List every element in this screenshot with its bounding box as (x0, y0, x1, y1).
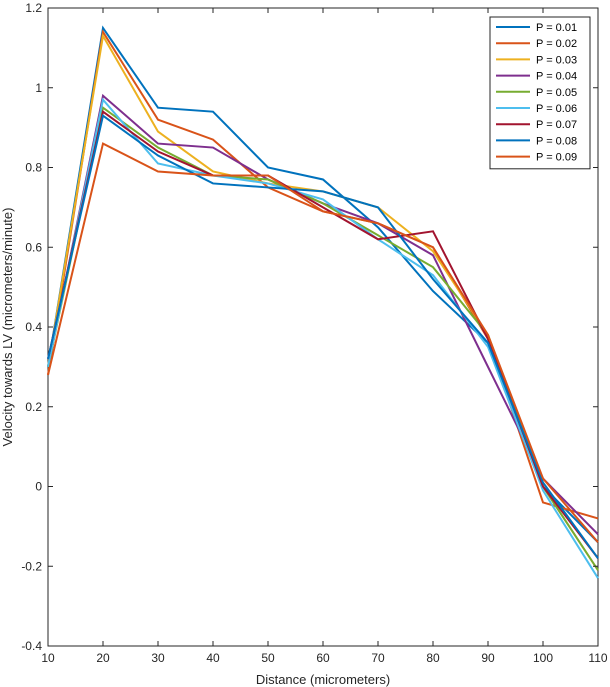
y-tick-label: 0.4 (25, 320, 42, 334)
legend-entry-label: P = 0.07 (536, 119, 577, 131)
x-tick-label: 90 (481, 651, 495, 665)
legend-entry-label: P = 0.04 (536, 71, 577, 83)
x-tick-label: 70 (371, 651, 385, 665)
x-tick-label: 80 (426, 651, 440, 665)
x-tick-label: 50 (261, 651, 275, 665)
legend-entry-label: P = 0.09 (536, 152, 577, 164)
x-tick-label: 100 (533, 651, 553, 665)
x-tick-label: 10 (41, 651, 55, 665)
series-line-8 (47, 113, 599, 559)
x-tick-label: 20 (96, 651, 110, 665)
y-tick-label: -0.4 (21, 639, 42, 653)
legend-entry-label: P = 0.08 (536, 135, 577, 147)
series-lines (47, 25, 599, 579)
legend-entry-label: P = 0.06 (536, 103, 577, 115)
series-line-9 (47, 142, 599, 543)
y-tick-label: 0.6 (25, 240, 42, 254)
x-tick-label: 40 (206, 651, 220, 665)
x-tick-label: 60 (316, 651, 330, 665)
y-tick-label: 0.8 (25, 161, 42, 175)
axis-ticks: 10 20 30 40 50 60 70 80 90 100 110 -0.4 -0.2 0 0.2 0.4 0… (21, 1, 608, 665)
y-tick-label: 1 (35, 81, 42, 95)
legend-entry-label: P = 0.03 (536, 54, 577, 66)
x-axis-title: Distance (micrometers) (256, 672, 390, 687)
legend: P = 0.01 P = 0.02 P = 0.03 P = 0.04 P = 0.05… (489, 16, 591, 170)
x-tick-label: 30 (151, 651, 165, 665)
y-tick-label: -0.2 (21, 559, 42, 573)
y-tick-label: 0 (35, 480, 42, 494)
legend-entry-label: P = 0.05 (536, 87, 577, 99)
legend-entry-label: P = 0.01 (536, 22, 577, 34)
legend-entry-label: P = 0.02 (536, 38, 577, 50)
x-tick-label: 110 (588, 651, 607, 665)
y-tick-label: 0.2 (25, 400, 42, 414)
y-axis-title: Velocity towards LV (micrometers/minute) (0, 208, 15, 447)
y-tick-label: 1.2 (25, 1, 42, 15)
